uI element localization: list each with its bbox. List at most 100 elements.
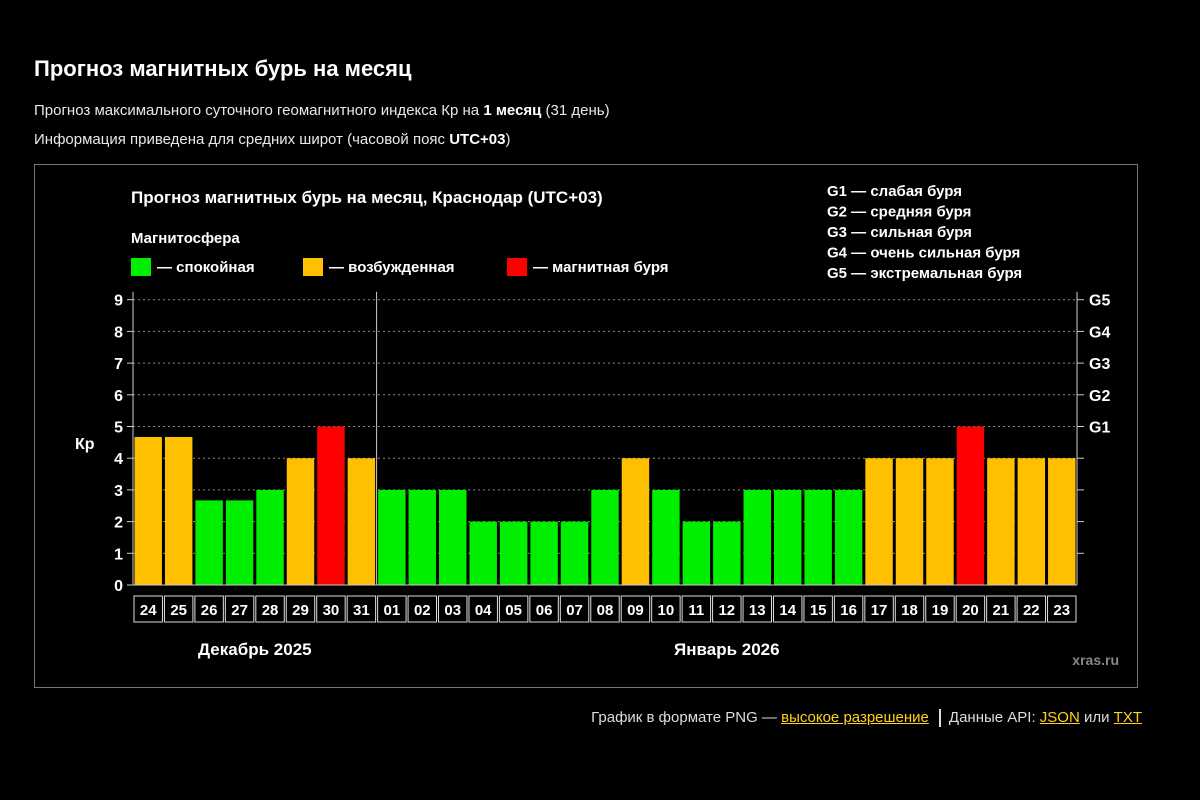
day-label: 07 (566, 602, 583, 619)
legend-label-calm: — спокойная (157, 259, 255, 276)
watermark: xras.ru (1072, 652, 1119, 668)
day-label: 17 (871, 602, 888, 619)
day-box (590, 595, 620, 623)
day-box (559, 595, 590, 623)
bar-18 (895, 458, 924, 585)
g-legend-item: G2 — средняя буря (827, 204, 971, 221)
bar-14 (773, 489, 802, 585)
day-label: 20 (962, 602, 979, 619)
month-label: Январь 2026 (674, 640, 780, 659)
day-label: 31 (353, 602, 370, 619)
day-box (651, 595, 681, 623)
bar-09 (621, 458, 650, 585)
bar-29 (286, 458, 315, 585)
right-tick-label: G1 (1089, 420, 1110, 437)
txt-link[interactable]: TXT (1113, 709, 1142, 726)
day-box (772, 595, 803, 623)
timezone-info: Информация приведена для средних широт (… (34, 131, 511, 148)
high-resolution-link[interactable]: высокое разрешение (781, 709, 929, 726)
bar-12 (713, 521, 741, 585)
day-box (803, 595, 833, 623)
day-label: 21 (993, 602, 1010, 619)
bar-06 (530, 521, 558, 585)
forecast-description: Прогноз максимального суточного геомагни… (34, 102, 610, 119)
day-box (346, 595, 377, 623)
footer: График в формате PNG — высокое разрешени… (591, 709, 1142, 728)
day-label: 28 (262, 602, 279, 619)
day-label: 25 (170, 602, 187, 619)
y-tick-label: 8 (114, 324, 123, 341)
bar-07 (560, 521, 589, 585)
day-box (833, 595, 864, 623)
chart-frame: Прогноз магнитных бурь на месяц, Краснод… (34, 164, 1138, 688)
day-box (468, 595, 498, 623)
bar-19 (926, 458, 954, 585)
json-link[interactable]: JSON (1039, 709, 1080, 726)
right-tick-label: G3 (1089, 356, 1110, 373)
g-legend-item: G4 — очень сильная буря (827, 245, 1020, 262)
bar-10 (652, 489, 680, 585)
bar-15 (804, 489, 832, 585)
day-label: 03 (444, 602, 461, 619)
day-box (712, 595, 742, 623)
day-box (224, 595, 255, 623)
status-legend: — спокойная — возбужденная — магнитная бур… (131, 258, 669, 276)
bar-26 (195, 500, 223, 585)
bar-22 (1017, 458, 1046, 585)
legend-swatch-storm (507, 258, 527, 276)
day-box (255, 595, 285, 623)
y-tick-label: 3 (114, 483, 123, 500)
day-label: 06 (536, 602, 553, 619)
day-label: 15 (810, 602, 827, 619)
png-label: График в формате PNG — (591, 709, 782, 726)
bar-04 (469, 521, 497, 585)
day-label: 08 (597, 602, 614, 619)
day-label: 10 (658, 602, 675, 619)
day-label: 22 (1023, 602, 1040, 619)
month-label: Декабрь 2025 (198, 640, 312, 659)
day-box (407, 595, 438, 623)
day-label: 09 (627, 602, 644, 619)
y-tick-label: 7 (114, 356, 123, 373)
bar-02 (408, 489, 437, 585)
day-box (133, 595, 163, 623)
day-label: 19 (932, 602, 949, 619)
bar-05 (499, 521, 528, 585)
y-tick-label: 4 (114, 451, 123, 468)
day-box (864, 595, 894, 623)
day-label: 27 (231, 602, 248, 619)
day-label: 26 (201, 602, 218, 619)
bar-13 (743, 489, 771, 585)
y-tick-label: 9 (114, 293, 123, 310)
bar-08 (591, 489, 619, 585)
day-box (1047, 595, 1077, 623)
api-label: Данные API: (948, 709, 1040, 726)
storm-level-legend: G1 — слабая буря G2 — средняя буря G3 — си… (827, 183, 1022, 282)
y-tick-label: 5 (114, 420, 123, 437)
bar-03 (439, 489, 467, 585)
y-axis-label: Кр (75, 436, 95, 453)
day-box (986, 595, 1016, 623)
g-legend-item: G5 — экстремальная буря (827, 265, 1022, 282)
day-box (285, 595, 316, 623)
day-label: 13 (749, 602, 766, 619)
right-tick-label: G2 (1089, 388, 1110, 405)
day-box (955, 595, 986, 623)
bar-20 (956, 426, 985, 585)
day-label: 12 (718, 602, 735, 619)
bar-27 (225, 500, 254, 585)
bar-24 (134, 436, 162, 585)
day-box (438, 595, 468, 623)
day-box (529, 595, 559, 623)
day-label: 04 (475, 602, 492, 619)
kp-forecast-chart: Прогноз магнитных бурь на месяц, Краснод… (75, 183, 1119, 668)
day-box (316, 595, 346, 623)
right-tick-label: G4 (1089, 324, 1110, 341)
footer-divider (938, 709, 941, 728)
bar-11 (682, 521, 711, 585)
legend-label-excited: — возбужденная (329, 259, 455, 276)
day-label: 11 (688, 602, 704, 619)
day-label: 02 (414, 602, 431, 619)
day-label: 29 (292, 602, 309, 619)
bar-17 (865, 458, 893, 585)
